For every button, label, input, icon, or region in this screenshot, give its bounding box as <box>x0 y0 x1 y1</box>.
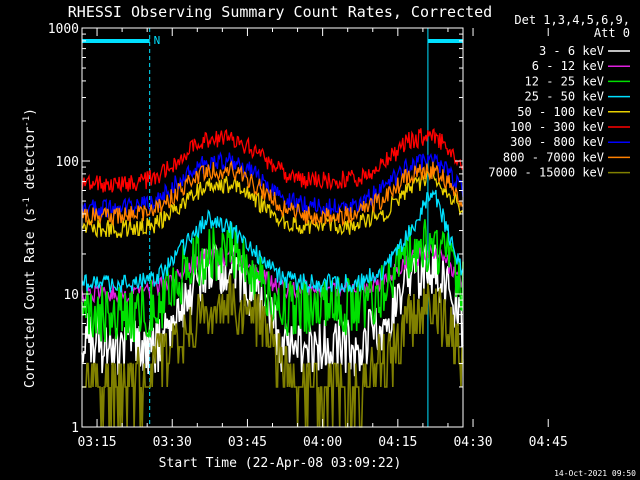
series-group <box>81 128 464 428</box>
legend-label: 300 - 800 keV <box>510 135 604 149</box>
legend-label: 6 - 12 keV <box>532 59 604 73</box>
legend-header-line1: Det 1,3,4,5,6,9, <box>514 13 630 27</box>
y-tick-label: 1 <box>71 421 79 436</box>
footer-timestamp: 14-Oct-2021 09:50 <box>554 469 636 478</box>
x-tick-label: 04:30 <box>453 435 492 450</box>
series-line <box>81 151 464 218</box>
series-line <box>81 160 464 227</box>
x-tick-label: 04:00 <box>303 435 342 450</box>
y-label-part3: ) <box>23 108 38 116</box>
chart-title: RHESSI Observing Summary Count Rates, Co… <box>68 3 492 21</box>
series-line <box>81 189 464 295</box>
series-line <box>81 128 464 194</box>
legend-label: 7000 - 15000 keV <box>488 166 604 180</box>
series-line <box>82 274 464 428</box>
legend-label: 25 - 50 keV <box>525 90 604 104</box>
x-tick-label: 04:45 <box>529 435 568 450</box>
series-line <box>81 168 464 239</box>
y-axis-label: Corrected Count Rate (s-1 detector-1) <box>22 108 38 388</box>
legend-label: 12 - 25 keV <box>525 74 604 88</box>
annotation-n: N <box>154 34 161 47</box>
y-label-sup2: -1 <box>22 116 32 127</box>
legend-header-line2: Att 0 <box>594 26 630 40</box>
x-tick-label: 04:15 <box>378 435 417 450</box>
legend-label: 100 - 300 keV <box>510 120 604 134</box>
legend-label: 800 - 7000 keV <box>503 150 604 164</box>
y-tick-label: 100 <box>56 155 79 170</box>
y-label-part2: detector <box>23 127 38 198</box>
axes: 1 10 100 1000 03:15 03:30 03:45 04:00 04:15 04:30… <box>48 22 568 450</box>
legend-label: 3 - 6 keV <box>539 44 604 58</box>
y-label-part1: Corrected Count Rate (s <box>23 208 38 388</box>
y-tick-label: 10 <box>63 288 79 303</box>
x-axis-label: Start Time (22-Apr-08 03:09:22) <box>159 456 402 471</box>
series-line <box>81 240 464 377</box>
y-label-sup1: -1 <box>22 197 32 208</box>
x-tick-label: 03:30 <box>153 435 192 450</box>
x-tick-label: 03:15 <box>77 435 116 450</box>
legend-label: 50 - 100 keV <box>517 105 604 119</box>
y-tick-label: 1000 <box>48 22 79 37</box>
x-tick-label: 03:45 <box>228 435 267 450</box>
